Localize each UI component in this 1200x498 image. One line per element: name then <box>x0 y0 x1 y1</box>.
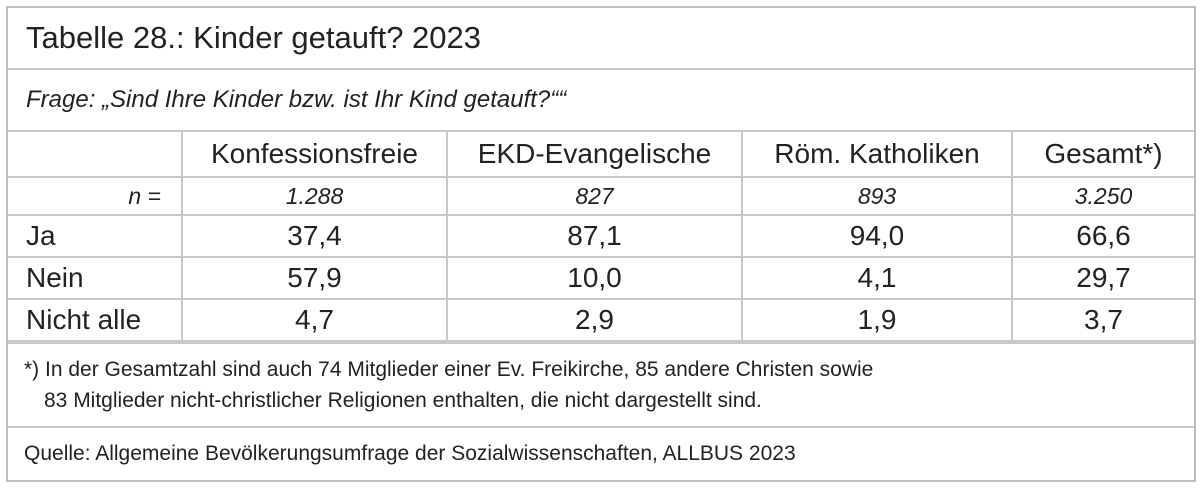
data-cell: 1,9 <box>741 298 1013 342</box>
data-cell: 37,4 <box>181 214 448 258</box>
data-cell: 66,6 <box>1011 214 1194 258</box>
n-row: n = 1.288 827 893 3.250 <box>8 176 1194 216</box>
data-cell: 87,1 <box>446 214 743 258</box>
data-cell: 3,7 <box>1011 298 1194 342</box>
data-cell: 94,0 <box>741 214 1013 258</box>
n-cell: 3.250 <box>1011 176 1194 216</box>
data-cell: 10,0 <box>446 256 743 300</box>
footnote-line: *) In der Gesamtzahl sind auch 74 Mitgli… <box>24 358 874 381</box>
source: Quelle: Allgemeine Bevölkerungsumfrage d… <box>24 442 796 465</box>
n-cell: 1.288 <box>181 176 448 216</box>
table-frame: Tabelle 28.: Kinder getauft? 2023 Frage:… <box>6 6 1196 482</box>
question: Frage: „Sind Ihre Kinder bzw. ist Ihr Ki… <box>8 70 1194 132</box>
data-cell: 4,1 <box>741 256 1013 300</box>
data-cell: 57,9 <box>181 256 448 300</box>
data-row: Nicht alle 4,7 2,9 1,9 3,7 <box>8 298 1194 342</box>
data-cell: 29,7 <box>1011 256 1194 300</box>
data-cell: 2,9 <box>446 298 743 342</box>
table-body: Konfessionsfreie EKD-Evangelische Röm. Kat… <box>8 132 1194 342</box>
n-cell: 893 <box>741 176 1013 216</box>
data-row: Ja 37,4 87,1 94,0 66,6 <box>8 214 1194 258</box>
table-title: Tabelle 28.: Kinder getauft? 2023 <box>8 8 1194 70</box>
empty-cell <box>8 132 183 178</box>
table-wrap: Konfessionsfreie EKD-Evangelische Röm. Kat… <box>8 132 1194 344</box>
row-label: Ja <box>8 214 183 258</box>
n-cell: 827 <box>446 176 743 216</box>
footnote-line: 83 Mitglieder nicht-christlicher Religio… <box>44 389 762 412</box>
column-header: Konfessionsfreie <box>181 132 448 178</box>
header-row: Konfessionsfreie EKD-Evangelische Röm. Kat… <box>8 132 1194 178</box>
row-label: Nein <box>8 256 183 300</box>
footnote: *) In der Gesamtzahl sind auch 74 Mitgli… <box>8 344 1194 428</box>
data-table: Konfessionsfreie EKD-Evangelische Röm. Kat… <box>8 132 1194 342</box>
data-cell: 4,7 <box>181 298 448 342</box>
column-header: Gesamt*) <box>1011 132 1194 178</box>
column-header: EKD-Evangelische <box>446 132 743 178</box>
n-label: n = <box>8 176 183 216</box>
data-row: Nein 57,9 10,0 4,1 29,7 <box>8 256 1194 300</box>
row-label: Nicht alle <box>8 298 183 342</box>
column-header: Röm. Katholiken <box>741 132 1013 178</box>
